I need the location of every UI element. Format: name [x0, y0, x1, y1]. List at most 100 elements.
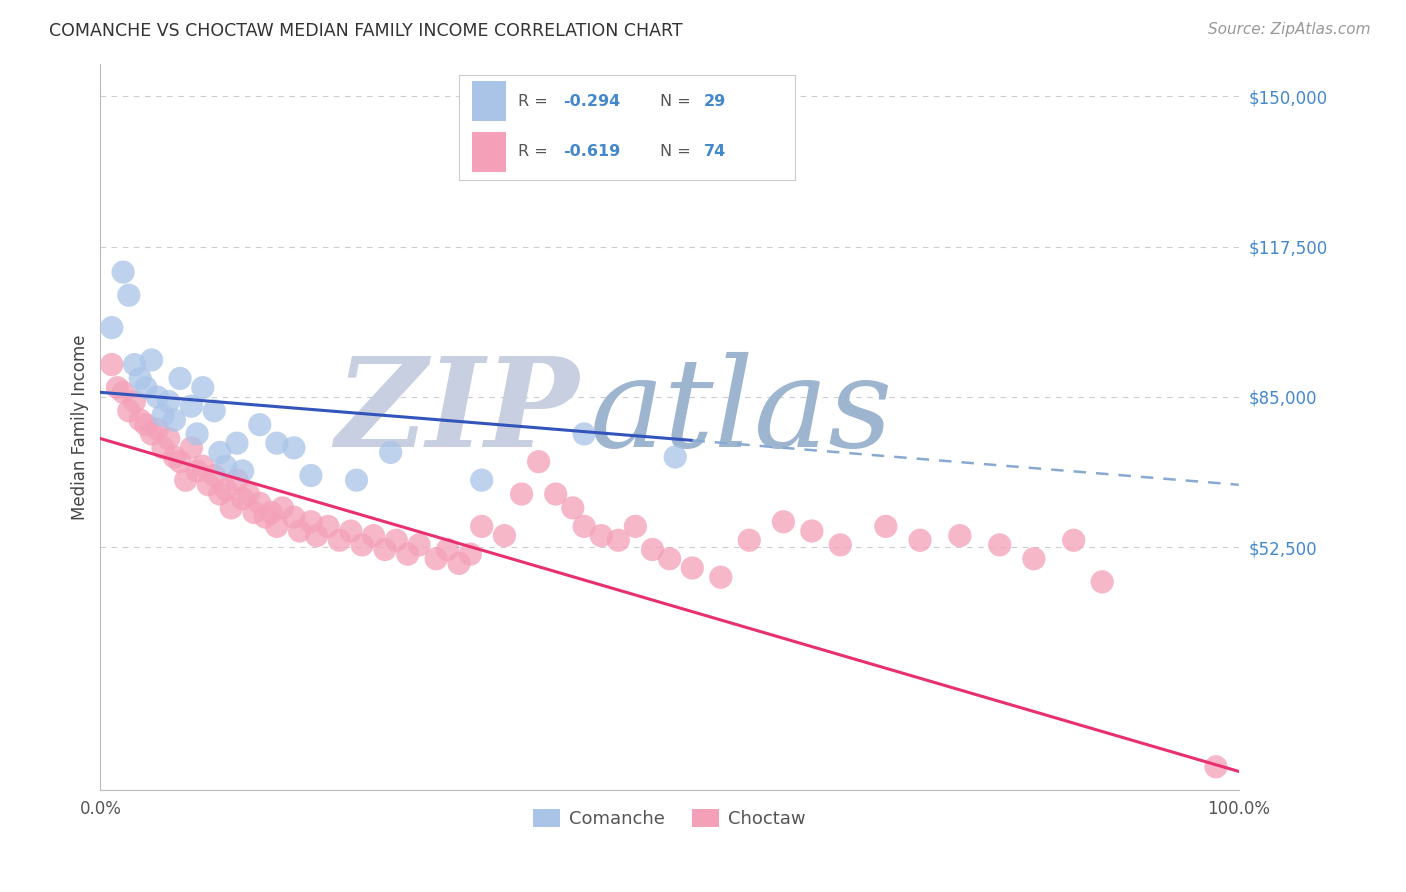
- Point: [152, 441, 174, 455]
- Point: [214, 459, 236, 474]
- Point: [174, 473, 197, 487]
- Point: [561, 500, 583, 515]
- Point: [157, 394, 180, 409]
- Point: [949, 528, 972, 542]
- Point: [271, 500, 294, 515]
- Point: [191, 459, 214, 474]
- Point: [624, 519, 647, 533]
- Point: [208, 445, 231, 459]
- Point: [232, 491, 254, 506]
- Point: [107, 381, 129, 395]
- Point: [214, 483, 236, 497]
- Point: [135, 417, 157, 432]
- Point: [226, 473, 249, 487]
- Point: [305, 528, 328, 542]
- Point: [118, 404, 141, 418]
- Point: [374, 542, 396, 557]
- Point: [494, 528, 516, 542]
- Point: [447, 557, 470, 571]
- Point: [591, 528, 613, 542]
- Point: [908, 533, 931, 548]
- Point: [124, 394, 146, 409]
- Point: [1022, 551, 1045, 566]
- Point: [800, 524, 823, 538]
- Point: [710, 570, 733, 584]
- Point: [202, 404, 225, 418]
- Point: [340, 524, 363, 538]
- Point: [266, 436, 288, 450]
- Point: [352, 538, 374, 552]
- Point: [186, 426, 208, 441]
- Text: COMANCHE VS CHOCTAW MEDIAN FAMILY INCOME CORRELATION CHART: COMANCHE VS CHOCTAW MEDIAN FAMILY INCOME…: [49, 22, 683, 40]
- Point: [202, 468, 225, 483]
- Point: [830, 538, 852, 552]
- Point: [260, 506, 283, 520]
- Point: [146, 422, 169, 436]
- Point: [664, 450, 686, 464]
- Point: [219, 500, 242, 515]
- Point: [243, 506, 266, 520]
- Point: [249, 417, 271, 432]
- Point: [316, 519, 339, 533]
- Point: [299, 515, 322, 529]
- Point: [385, 533, 408, 548]
- Point: [363, 528, 385, 542]
- Point: [1091, 574, 1114, 589]
- Point: [100, 320, 122, 334]
- Text: ZIP: ZIP: [335, 351, 578, 474]
- Point: [180, 399, 202, 413]
- Point: [436, 542, 458, 557]
- Point: [288, 524, 311, 538]
- Point: [141, 426, 163, 441]
- Point: [232, 464, 254, 478]
- Point: [208, 487, 231, 501]
- Point: [180, 441, 202, 455]
- Point: [328, 533, 350, 548]
- Point: [141, 353, 163, 368]
- Point: [425, 551, 447, 566]
- Point: [471, 519, 494, 533]
- Point: [191, 381, 214, 395]
- Legend: Comanche, Choctaw: Comanche, Choctaw: [526, 802, 813, 835]
- Point: [129, 371, 152, 385]
- Point: [396, 547, 419, 561]
- Point: [226, 436, 249, 450]
- Point: [875, 519, 897, 533]
- Point: [527, 455, 550, 469]
- Point: [157, 432, 180, 446]
- Point: [249, 496, 271, 510]
- Point: [299, 468, 322, 483]
- Point: [1063, 533, 1085, 548]
- Point: [135, 381, 157, 395]
- Point: [283, 441, 305, 455]
- Point: [1205, 760, 1227, 774]
- Point: [129, 413, 152, 427]
- Point: [283, 510, 305, 524]
- Point: [124, 358, 146, 372]
- Point: [510, 487, 533, 501]
- Point: [607, 533, 630, 548]
- Point: [738, 533, 761, 548]
- Point: [681, 561, 703, 575]
- Point: [658, 551, 681, 566]
- Point: [572, 519, 595, 533]
- Point: [266, 519, 288, 533]
- Point: [460, 547, 482, 561]
- Point: [346, 473, 368, 487]
- Point: [163, 413, 186, 427]
- Point: [988, 538, 1011, 552]
- Point: [169, 455, 191, 469]
- Point: [186, 464, 208, 478]
- Point: [118, 288, 141, 302]
- Text: atlas: atlas: [591, 351, 893, 474]
- Point: [146, 390, 169, 404]
- Point: [112, 385, 135, 400]
- Point: [169, 371, 191, 385]
- Text: Source: ZipAtlas.com: Source: ZipAtlas.com: [1208, 22, 1371, 37]
- Point: [197, 477, 219, 491]
- Point: [408, 538, 430, 552]
- Point: [112, 265, 135, 279]
- Point: [471, 473, 494, 487]
- Point: [100, 358, 122, 372]
- Point: [772, 515, 794, 529]
